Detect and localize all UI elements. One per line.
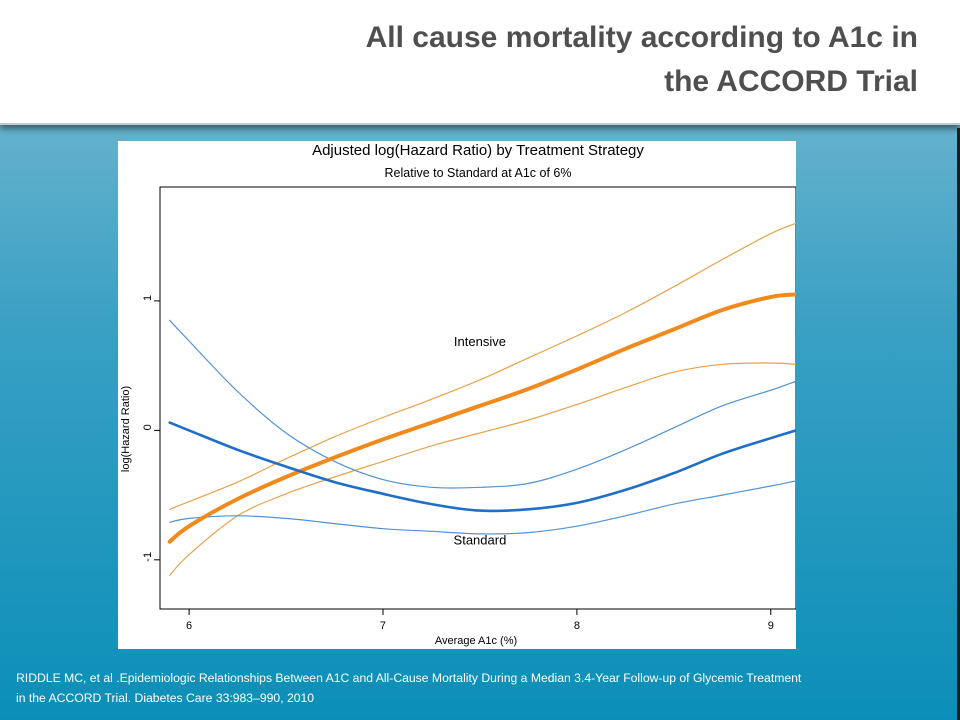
y-axis: -1 0 1: [142, 295, 160, 562]
series-line-intensive-lower-ci: [169, 362, 796, 576]
x-tick-label: 8: [574, 620, 580, 632]
plot-frame: [159, 186, 796, 610]
x-tick-label: 6: [186, 620, 192, 632]
series-line-standard-upper-ci: [169, 319, 796, 489]
slide-title: All cause mortality according to A1c in …: [218, 16, 918, 104]
citation: RIDDLE MC, et al .Epidemiologic Relation…: [16, 668, 956, 708]
slide-right-edge: [957, 128, 960, 720]
series-line-intensive: [167, 292, 796, 544]
series-line-standard-lower-ci: [169, 480, 796, 535]
annotations: Intensive Standard: [454, 334, 507, 547]
title-bar: All cause mortality according to A1c in …: [0, 0, 960, 125]
slide-title-line-1: All cause mortality according to A1c in: [365, 21, 918, 54]
x-axis-label: Average A1c (%): [435, 635, 517, 647]
y-tick-label: 0: [142, 424, 154, 430]
plot-lines: [167, 222, 796, 576]
citation-line-1: RIDDLE MC, et al .Epidemiologic Relation…: [16, 671, 802, 685]
y-axis-label: log(Hazard Ratio): [120, 386, 132, 472]
y-tick-label: 1: [142, 295, 154, 301]
x-axis: 6 7 8 9: [186, 609, 774, 632]
chart-title: Adjusted log(Hazard Ratio) by Treatment …: [312, 142, 644, 159]
x-tick-label: 7: [380, 620, 386, 632]
y-tick-label: -1: [142, 552, 154, 562]
hazard-ratio-chart: Adjusted log(Hazard Ratio) by Treatment …: [120, 142, 796, 647]
citation-line-2: in the ACCORD Trial. Diabetes Care 33:98…: [16, 691, 315, 705]
annotation-standard: Standard: [454, 532, 507, 547]
series-line-standard: [168, 421, 796, 513]
slide-title-line-2: the ACCORD Trial: [664, 65, 918, 98]
chart-subtitle: Relative to Standard at A1c of 6%: [385, 166, 572, 180]
x-tick-label: 9: [768, 620, 774, 632]
annotation-intensive: Intensive: [454, 334, 506, 349]
chart-panel: Adjusted log(Hazard Ratio) by Treatment …: [118, 141, 796, 649]
series-line-intensive-upper-ci: [169, 222, 796, 510]
